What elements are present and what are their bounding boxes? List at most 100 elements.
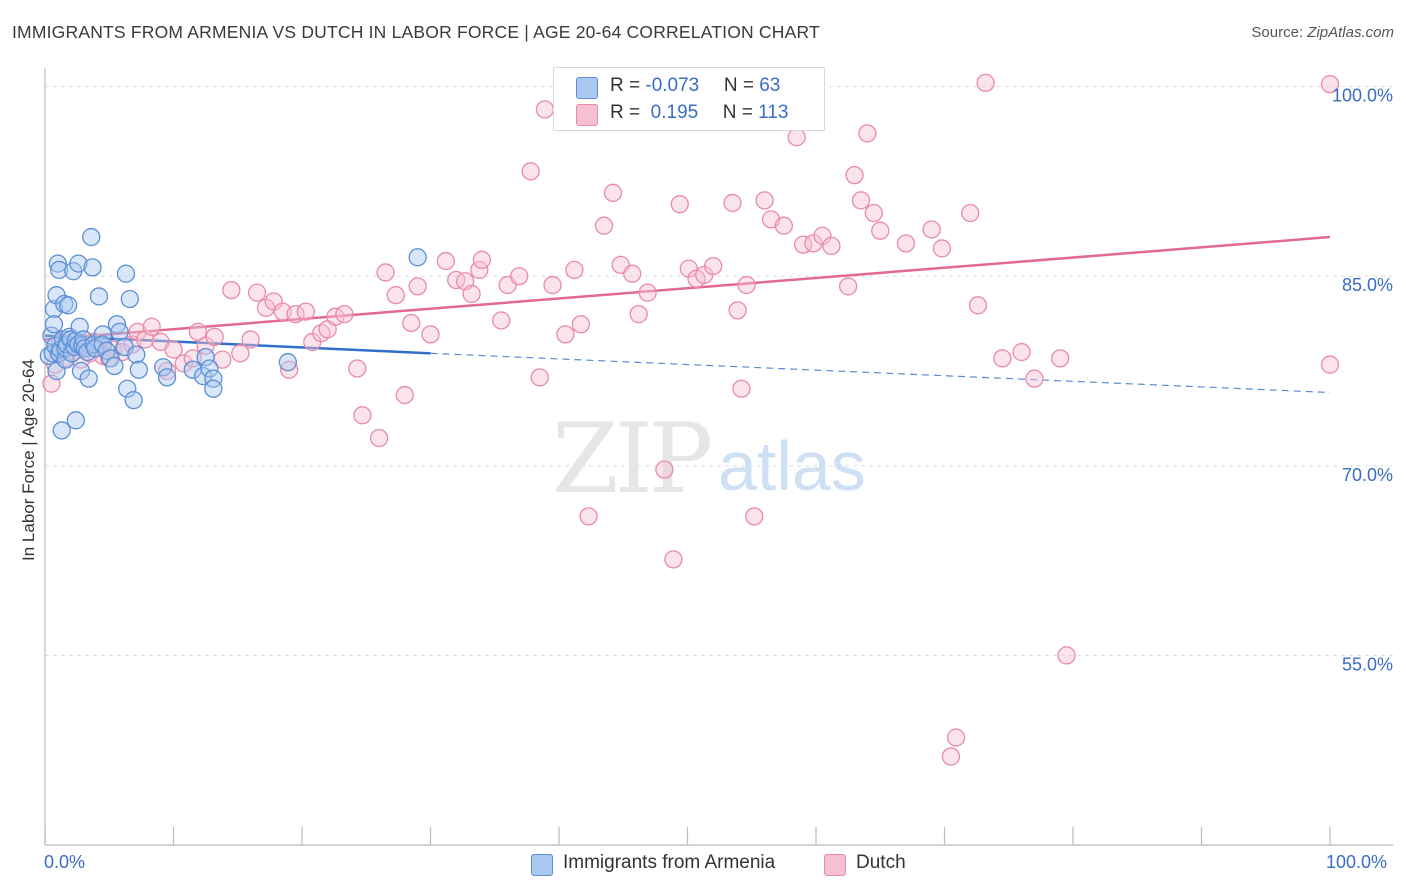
point-dutch — [462, 284, 481, 304]
bottom-legend-swatch-dutch — [824, 854, 846, 876]
point-dutch — [603, 183, 623, 202]
point-dutch — [556, 325, 575, 344]
point-armenia — [79, 369, 98, 388]
y-tick-label: 85.0% — [1342, 275, 1393, 295]
point-armenia — [105, 356, 124, 376]
point-armenia — [49, 260, 69, 280]
point-dutch — [376, 263, 395, 282]
bottom-legend-label-armenia: Immigrants from Armenia — [563, 852, 776, 873]
point-dutch — [732, 379, 751, 398]
point-armenia — [278, 353, 298, 372]
point-armenia — [124, 390, 143, 410]
legend-n-value-dutch: 113 — [758, 102, 789, 123]
point-dutch — [864, 203, 883, 223]
point-dutch — [335, 304, 354, 324]
point-dutch — [896, 234, 916, 253]
point-dutch — [664, 550, 683, 569]
point-dutch — [737, 275, 756, 295]
trend-line-armenia-extension — [430, 352, 1331, 394]
point-dutch — [571, 315, 590, 334]
legend-swatch-armenia — [576, 77, 598, 99]
legend-r-value-armenia: -0.073 — [645, 75, 700, 96]
point-armenia — [157, 368, 177, 387]
point-armenia — [204, 369, 223, 388]
x-tick-max: 100.0% — [1326, 852, 1388, 872]
point-dutch — [492, 311, 511, 330]
trend-line-dutch — [44, 235, 1331, 341]
point-dutch — [579, 507, 598, 526]
watermark-atlas: atlas — [718, 427, 866, 505]
y-tick-label: 70.0% — [1342, 465, 1393, 485]
point-armenia — [196, 347, 215, 367]
point-armenia — [44, 315, 64, 334]
point-dutch — [838, 277, 858, 296]
point-dutch — [142, 317, 161, 336]
point-dutch — [638, 283, 657, 302]
point-armenia — [52, 421, 71, 440]
point-dutch — [774, 216, 794, 235]
point-armenia — [48, 254, 67, 273]
legend-n-value-armenia: 63 — [759, 75, 781, 96]
point-dutch — [530, 368, 549, 387]
point-dutch — [205, 327, 224, 347]
point-dutch — [369, 428, 389, 448]
point-armenia — [83, 258, 102, 277]
point-dutch — [922, 220, 941, 239]
watermark: ZIP atlas — [552, 403, 866, 515]
point-dutch — [941, 747, 961, 766]
legend-n-label-armenia: N = — [723, 75, 760, 96]
series-dutch — [42, 73, 1340, 766]
y-axis-label: In Labor Force | Age 20-64 — [19, 359, 38, 561]
point-armenia — [129, 360, 148, 379]
series-armenia — [39, 227, 427, 440]
point-dutch — [222, 280, 241, 300]
point-dutch — [629, 304, 648, 324]
point-dutch — [436, 251, 456, 271]
y-tick-label: 100.0% — [1332, 86, 1393, 106]
y-tick-labels: 55.0% 70.0% 85.0% 100.0% — [1332, 86, 1393, 675]
point-dutch — [521, 162, 540, 181]
source-label: Source: — [1251, 24, 1308, 41]
bottom-legend-swatch-armenia — [531, 854, 553, 876]
point-dutch — [968, 296, 988, 315]
point-dutch — [845, 165, 864, 185]
point-armenia — [82, 227, 101, 247]
point-armenia — [42, 326, 61, 345]
point-dutch — [745, 507, 764, 526]
point-dutch — [851, 191, 871, 210]
point-armenia — [110, 322, 129, 341]
point-dutch — [543, 275, 562, 295]
point-dutch — [112, 342, 132, 362]
point-armenia — [120, 289, 139, 309]
point-dutch — [932, 239, 952, 258]
point-dutch — [594, 216, 614, 235]
point-dutch — [1025, 369, 1044, 388]
point-dutch — [728, 301, 747, 320]
watermark-zip: ZIP — [552, 403, 711, 515]
point-armenia — [44, 299, 64, 319]
point-armenia — [69, 254, 88, 273]
point-armenia — [154, 358, 173, 377]
point-dutch — [348, 359, 367, 378]
point-dutch — [188, 322, 208, 341]
point-dutch — [655, 460, 674, 479]
point-dutch — [386, 286, 405, 305]
legend-swatch-dutch — [576, 104, 598, 126]
point-dutch — [565, 260, 584, 280]
gridlines — [45, 86, 1393, 656]
point-dutch — [472, 250, 492, 269]
point-armenia — [200, 359, 219, 378]
point-dutch — [1051, 349, 1070, 368]
source-site: ZipAtlas.com — [1307, 24, 1394, 41]
bottom-legend-label-dutch: Dutch — [856, 852, 906, 873]
point-armenia — [127, 345, 146, 364]
point-dutch — [946, 728, 966, 747]
point-dutch — [353, 406, 372, 425]
y-tick-label: 55.0% — [1342, 654, 1393, 674]
point-dutch — [1012, 342, 1031, 362]
point-dutch — [787, 128, 806, 147]
point-dutch — [421, 325, 440, 344]
point-dutch — [993, 349, 1012, 368]
point-dutch — [395, 385, 414, 405]
